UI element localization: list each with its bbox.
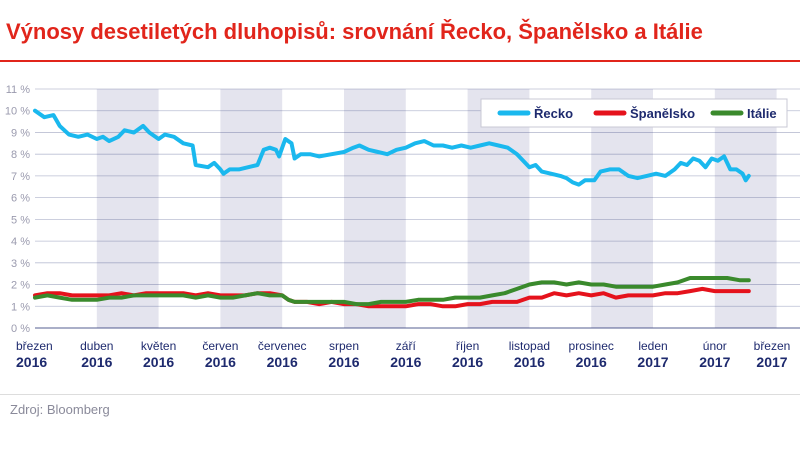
y-tick-label: 0 % xyxy=(11,323,30,335)
source-note: Zdroj: Bloomberg xyxy=(10,402,110,417)
x-tick-year: 2016 xyxy=(16,354,47,370)
y-tick-label: 8 % xyxy=(11,149,30,161)
x-tick-month: únor xyxy=(703,339,727,353)
x-tick-month: duben xyxy=(80,339,113,353)
legend-label: Itálie xyxy=(747,106,777,121)
month-bands xyxy=(96,89,777,328)
footer-divider xyxy=(0,394,800,395)
month-band xyxy=(344,89,406,328)
x-tick-year: 2016 xyxy=(390,354,421,370)
x-tick-month: září xyxy=(396,339,417,353)
x-tick-year: 2016 xyxy=(452,354,483,370)
series-line-Řecko xyxy=(33,108,751,187)
x-tick-month: březen xyxy=(754,339,791,353)
line-chart: 0 % 1 % 2 % 3 % 4 % 5 % 6 % 7 % 8 % 9 % 10 % 11 % b… xyxy=(5,84,800,370)
y-tick-label: 11 % xyxy=(6,84,30,96)
x-tick-month: březen xyxy=(16,339,53,353)
y-tick-label: 3 % xyxy=(11,258,30,270)
y-tick-label: 10 % xyxy=(5,106,30,118)
x-tick-month: srpen xyxy=(329,339,359,353)
series-line-Španělsko xyxy=(33,286,751,309)
x-tick-year: 2017 xyxy=(637,354,668,370)
y-tick-label: 1 % xyxy=(11,301,30,313)
x-tick-month: červenec xyxy=(258,339,307,353)
y-axis-labels: 0 % 1 % 2 % 3 % 4 % 5 % 6 % 7 % 8 % 9 % 10 % 11 % xyxy=(5,84,30,335)
x-tick-month: prosinec xyxy=(569,339,614,353)
y-tick-label: 7 % xyxy=(11,171,30,183)
x-tick-year: 2016 xyxy=(328,354,359,370)
y-tick-label: 6 % xyxy=(11,193,30,205)
y-tick-label: 9 % xyxy=(11,127,30,139)
x-tick-year: 2016 xyxy=(205,354,236,370)
series-line-Itálie xyxy=(33,276,751,307)
series-lines xyxy=(33,108,751,309)
month-band xyxy=(714,89,777,328)
x-axis-labels: březen2016duben2016květen2016červen2016č… xyxy=(16,339,790,370)
y-tick-label: 4 % xyxy=(11,236,30,248)
legend: Řecko Španělsko Itálie xyxy=(480,98,788,128)
x-tick-month: červen xyxy=(202,339,238,353)
x-tick-month: leden xyxy=(638,339,667,353)
x-tick-month: říjen xyxy=(456,339,479,353)
x-tick-year: 2016 xyxy=(267,354,298,370)
x-tick-month: květen xyxy=(141,339,176,353)
x-tick-year: 2016 xyxy=(81,354,112,370)
y-tick-label: 2 % xyxy=(11,280,30,292)
month-band xyxy=(220,89,283,328)
legend-label: Španělsko xyxy=(630,106,695,121)
x-tick-year: 2016 xyxy=(576,354,607,370)
title-divider xyxy=(0,60,800,62)
chart-title: Výnosy desetiletých dluhopisů: srovnání … xyxy=(6,19,703,44)
y-tick-label: 5 % xyxy=(11,214,30,226)
x-tick-year: 2016 xyxy=(514,354,545,370)
legend-label: Řecko xyxy=(534,106,573,121)
x-tick-year: 2017 xyxy=(756,354,787,370)
x-tick-year: 2016 xyxy=(143,354,174,370)
x-tick-month: listopad xyxy=(509,339,550,353)
x-tick-year: 2017 xyxy=(699,354,730,370)
gridlines xyxy=(35,88,800,329)
